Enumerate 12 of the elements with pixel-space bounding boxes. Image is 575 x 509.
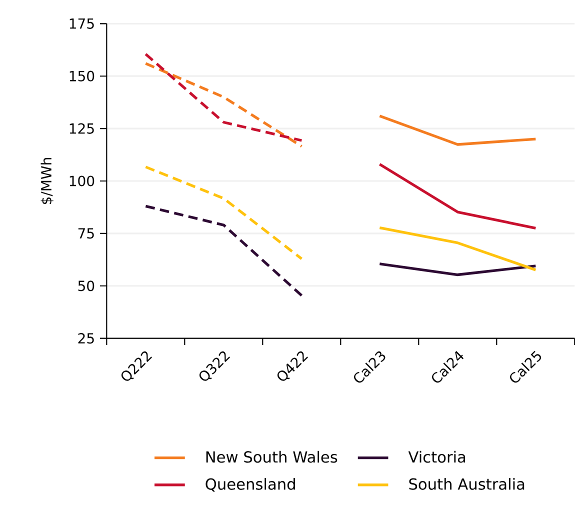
- y-tick-label: 50: [78, 280, 94, 292]
- y-tick-label: 125: [70, 123, 94, 134]
- y-tick-label: 25: [78, 333, 94, 344]
- legend-label: South Australia: [409, 478, 524, 490]
- legend-label: Queensland: [206, 478, 295, 492]
- y-tick-label: 150: [70, 70, 94, 82]
- legend-label: New South Wales: [206, 450, 338, 463]
- y-tick-label: 100: [70, 176, 94, 186]
- legend-label: Victoria: [408, 450, 466, 463]
- y-tick-label: 175: [70, 18, 94, 29]
- y-axis-title: $/MWh: [40, 158, 54, 204]
- y-tick-label: 75: [78, 228, 94, 239]
